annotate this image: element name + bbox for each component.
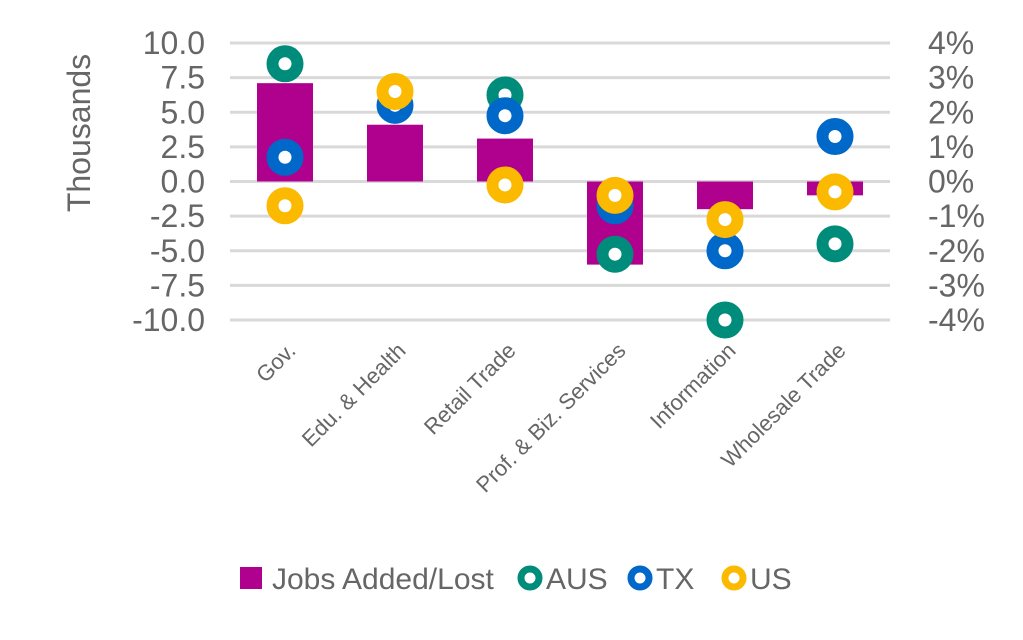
y-tick-label: -7.5 <box>150 267 205 303</box>
legend-marker-aus <box>517 565 543 591</box>
legend-marker-tx <box>627 565 653 591</box>
point-aus <box>596 235 634 273</box>
point-us <box>816 173 854 211</box>
point-aus <box>706 301 744 339</box>
y2-tick-label: 2% <box>928 94 974 130</box>
legend-label: TX <box>656 563 694 596</box>
point-us <box>596 176 634 214</box>
point-tx <box>486 97 524 135</box>
y2-tick-label: -4% <box>928 302 985 338</box>
point-us <box>706 201 744 239</box>
legend-label: AUS <box>546 563 608 596</box>
category-label: Retail Trade <box>419 338 521 440</box>
y-tick-label: 0.0 <box>161 164 205 200</box>
right-axis-ticks: 4%3%2%1%0%-1%-2%-3%-4% <box>928 25 985 338</box>
legend: Jobs Added/Lost AUS TX US <box>240 563 792 596</box>
y-tick-label: -5.0 <box>150 233 205 269</box>
y2-tick-label: 1% <box>928 129 974 165</box>
point-us <box>376 72 414 110</box>
point-tx <box>266 138 304 176</box>
legend-label: US <box>750 563 792 596</box>
legend-marker-us <box>721 565 747 591</box>
gridlines <box>230 41 890 322</box>
legend-swatch-bar <box>240 567 262 589</box>
y2-tick-label: -3% <box>928 267 985 303</box>
point-us <box>266 187 304 225</box>
category-label: Edu. & Health <box>297 338 411 452</box>
category-label: Gov. <box>251 338 300 387</box>
point-us <box>486 166 524 204</box>
y2-tick-label: 4% <box>928 25 974 61</box>
y2-tick-label: -1% <box>928 198 985 234</box>
y-tick-label: 10.0 <box>143 25 205 61</box>
y-tick-label: -10.0 <box>132 302 205 338</box>
point-tx <box>816 117 854 155</box>
bar <box>367 124 423 182</box>
point-aus <box>266 45 304 83</box>
category-label: Information <box>645 338 741 434</box>
point-aus <box>816 225 854 263</box>
points <box>266 45 854 339</box>
y-axis-title: Thousands <box>61 54 97 212</box>
y2-tick-label: 0% <box>928 164 974 200</box>
point-tx <box>706 232 744 270</box>
legend-label: Jobs Added/Lost <box>272 563 495 596</box>
y-tick-label: -2.5 <box>150 198 205 234</box>
y2-tick-label: -2% <box>928 233 985 269</box>
y-tick-label: 2.5 <box>161 129 205 165</box>
y2-tick-label: 3% <box>928 60 974 96</box>
y-tick-label: 7.5 <box>161 60 205 96</box>
y-tick-label: 5.0 <box>161 94 205 130</box>
left-axis-ticks: 10.07.55.02.50.0-2.5-5.0-7.5-10.0 <box>132 25 205 338</box>
bars <box>257 83 863 265</box>
